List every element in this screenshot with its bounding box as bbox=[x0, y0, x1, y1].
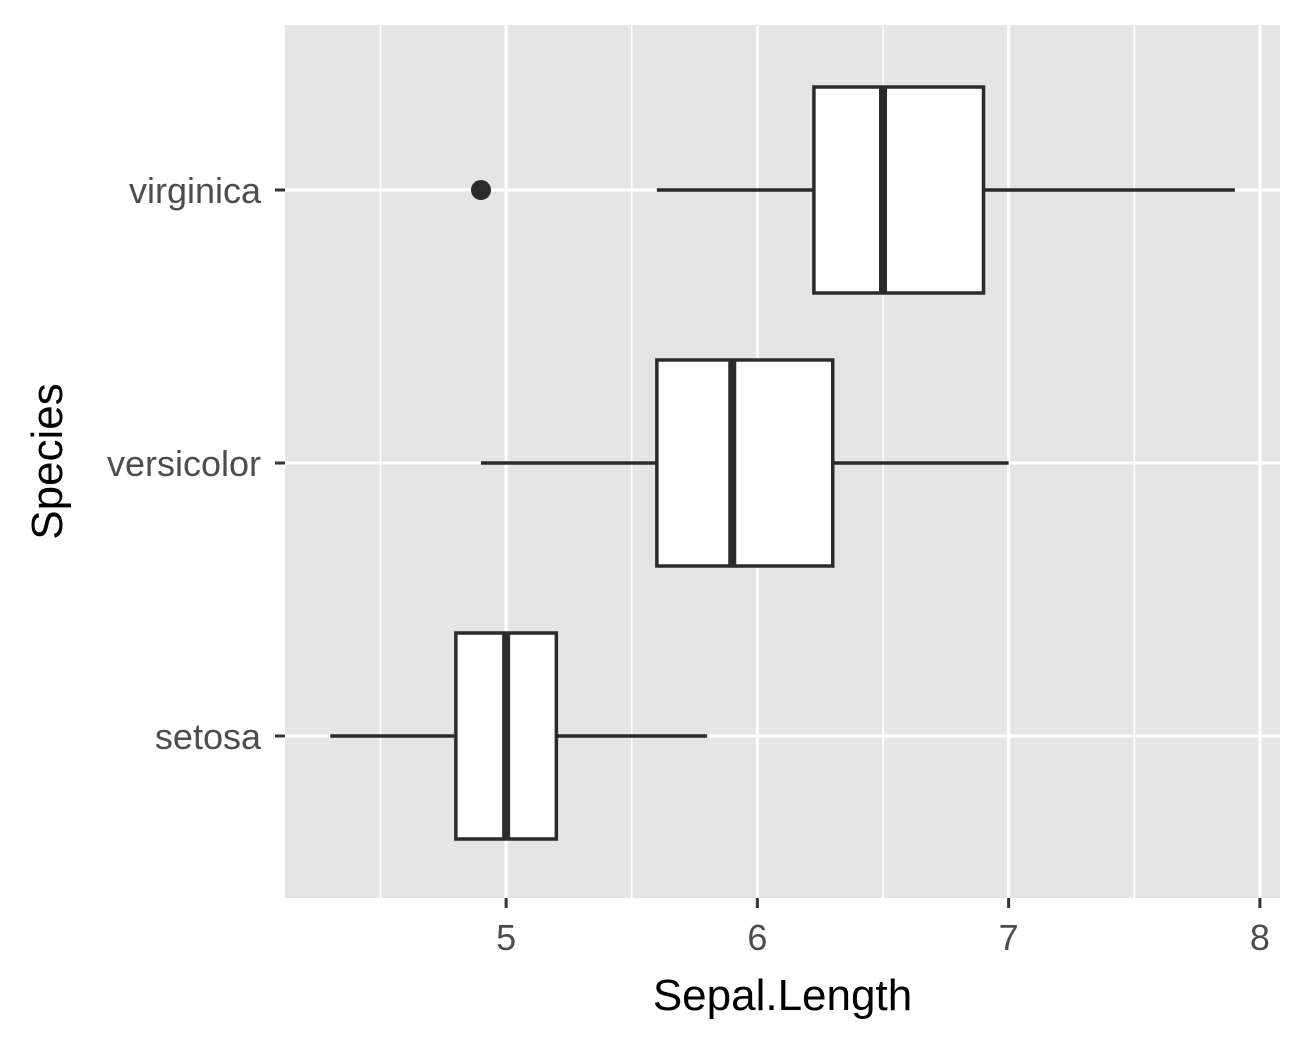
x-tick-label: 7 bbox=[999, 917, 1019, 958]
x-axis-title: Sepal.Length bbox=[653, 971, 912, 1020]
box-setosa bbox=[330, 631, 708, 841]
x-tick-label: 8 bbox=[1250, 917, 1270, 958]
outlier-point bbox=[470, 180, 491, 200]
box-virginica bbox=[470, 85, 1235, 295]
y-axis-title: Species bbox=[23, 383, 72, 540]
interquartile-box bbox=[812, 85, 986, 295]
x-tick-label: 5 bbox=[496, 917, 516, 958]
x-axis: 5 6 7 8 bbox=[496, 898, 1270, 958]
box-versicolor bbox=[480, 358, 1009, 568]
x-tick-label: 6 bbox=[747, 917, 767, 958]
box-layer bbox=[330, 85, 1235, 841]
y-axis: setosa versicolor virginica bbox=[107, 170, 285, 757]
y-tick-label: virginica bbox=[129, 170, 262, 211]
interquartile-box bbox=[655, 358, 835, 568]
y-tick-label: setosa bbox=[155, 716, 262, 757]
y-tick-label: versicolor bbox=[107, 443, 261, 484]
